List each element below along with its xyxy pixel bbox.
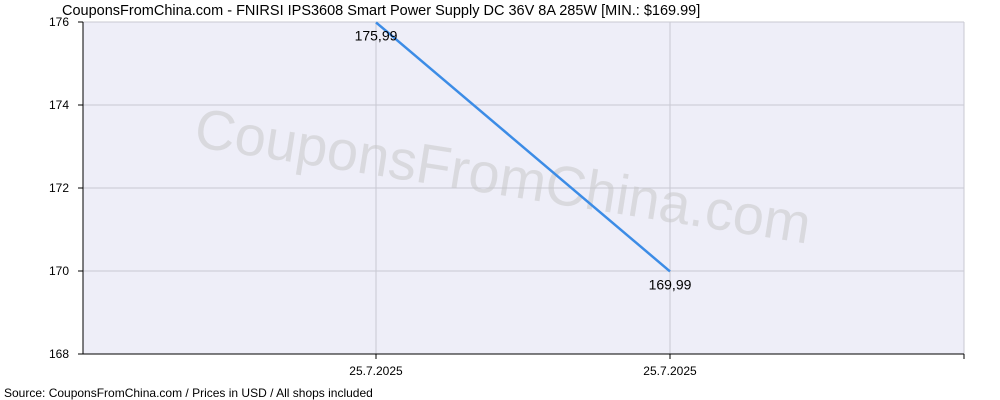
x-tick-label: 25.7.2025 bbox=[643, 364, 697, 378]
chart-title: CouponsFromChina.com - FNIRSI IPS3608 Sm… bbox=[62, 3, 700, 19]
y-tick-label: 176 bbox=[49, 15, 69, 29]
series-layer bbox=[375, 21, 671, 273]
data-labels: 175,99 169,99 bbox=[355, 27, 692, 292]
data-label: 169,99 bbox=[649, 276, 692, 292]
source-note: Source: CouponsFromChina.com / Prices in… bbox=[4, 386, 373, 400]
x-tick-label: 25.7.2025 bbox=[349, 364, 403, 378]
axes: 168 170 172 174 176 25.7.2025 25.7.2025 bbox=[49, 15, 965, 378]
y-tick-label: 172 bbox=[49, 181, 69, 195]
y-tick-label: 168 bbox=[49, 347, 69, 361]
data-label: 175,99 bbox=[355, 27, 398, 43]
y-tick-label: 174 bbox=[49, 98, 69, 112]
y-tick-label: 170 bbox=[49, 264, 69, 278]
price-line bbox=[375, 21, 671, 273]
